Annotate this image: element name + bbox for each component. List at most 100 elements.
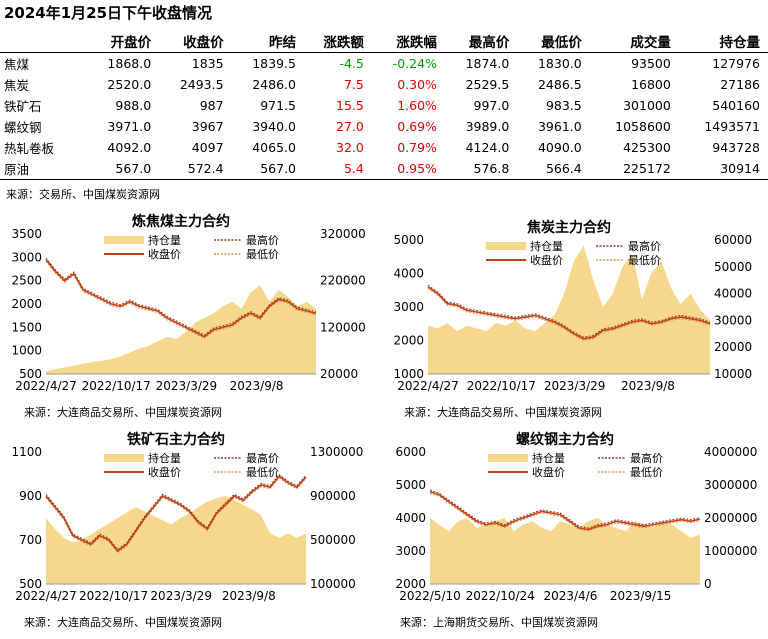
cell-pct: 0.69%: [397, 119, 437, 134]
cell-open: 567.0: [86, 158, 160, 180]
table-row: 焦煤 1868.0 1835 1839.5 -4.5 -0.24% 1874.0 1830.0…: [0, 53, 768, 75]
quote-table: 开盘价 收盘价 昨结 涨跌额 涨跌幅 最高价 最低价 成交量 持仓量 焦煤 186…: [0, 30, 768, 180]
x-tick-label: 2023/3/29: [150, 589, 212, 603]
x-tick-label: 2023/9/15: [610, 589, 672, 603]
x-tick-label: 2023/3/29: [544, 379, 606, 393]
series-high-line: [45, 257, 317, 336]
y-right-tick-label: 2000000: [704, 511, 757, 525]
cell-oi: 27186: [720, 77, 760, 92]
legend-high-label: 最高价: [246, 451, 279, 465]
cell-high: 4124.0: [465, 140, 510, 155]
x-tick-label: 2023/4/6: [543, 589, 597, 603]
series-low-line: [427, 288, 711, 341]
y-right-tick-label: 20000: [320, 367, 358, 381]
series-open-interest-area: [430, 518, 700, 584]
cell-chg: 5.4: [303, 158, 372, 180]
cell-low: 566.4: [517, 158, 590, 180]
cell-prev: 567.0: [231, 158, 304, 180]
y-right-tick-label: 10000: [714, 367, 752, 381]
cell-open: 3971.0: [107, 119, 152, 134]
x-tick-label: 2022/10/17: [467, 379, 536, 393]
y-right-tick-label: 30000: [714, 313, 752, 327]
table-header-row: 开盘价 收盘价 昨结 涨跌额 涨跌幅 最高价 最低价 成交量 持仓量: [0, 30, 768, 53]
y-right-tick-label: 60000: [714, 233, 752, 247]
cell-pct: 0.79%: [397, 140, 437, 155]
series-low-line: [45, 260, 317, 339]
table-source: 来源：交易所、中国煤炭资源网: [6, 188, 160, 201]
cell-prev: 1839.5: [252, 56, 296, 71]
y-left-tick-label: 2000: [393, 334, 424, 348]
cell-prev: 3940.0: [252, 119, 296, 134]
series-high-line: [429, 489, 701, 529]
legend-high-label: 最高价: [630, 451, 663, 465]
chart-source-coking-coal: 来源：大连商品交易所、中国煤炭资源网: [24, 406, 222, 419]
legend-oi-label: 持仓量: [148, 451, 181, 465]
series-low-line: [429, 492, 701, 532]
cell-chg: 7.5: [343, 77, 364, 92]
series-open-interest-area: [46, 496, 306, 584]
header-close: 收盘价: [159, 30, 232, 53]
chart-title: 螺纹钢主力合约: [516, 431, 614, 448]
y-left-tick-label: 5000: [393, 233, 424, 247]
cell-vol: 1058600: [615, 119, 671, 134]
x-tick-label: 2023/9/8: [230, 379, 284, 393]
chart-source-rebar: 来源：上海期货交易所、中国煤炭资源网: [400, 616, 598, 629]
chart-coking-coal: 炼焦煤主力合约 500 1000 1500 2000 2500 3000 3500 20000 1…: [11, 213, 366, 393]
cell-vol: 301000: [623, 98, 671, 113]
cell-close: 987: [199, 98, 224, 113]
y-right-tick-label: 320000: [320, 227, 366, 241]
cell-name: 原油: [0, 158, 87, 180]
x-tick-label: 2023/3/29: [156, 379, 218, 393]
cell-prev: 2486.0: [252, 77, 296, 92]
cell-low: 983.5: [545, 98, 582, 113]
cell-prev: 4065.0: [252, 140, 296, 155]
cell-name: 热轧卷板: [4, 141, 55, 156]
y-left-tick-label: 700: [19, 533, 42, 547]
y-left-tick-label: 3000: [393, 300, 424, 314]
cell-open: 1868.0: [107, 56, 152, 71]
cell-high: 2529.5: [465, 77, 510, 92]
chart-title: 炼焦煤主力合约: [132, 213, 230, 230]
y-left-tick-label: 1500: [11, 320, 42, 334]
y-right-tick-label: 1000000: [704, 544, 757, 558]
table-row: 原油 567.0 572.4 567.0 5.4 0.95% 576.8 566.4 22517…: [0, 158, 768, 180]
y-left-tick-label: 500: [19, 367, 42, 381]
legend-close-label: 收盘价: [148, 247, 181, 261]
legend-oi-label: 持仓量: [530, 239, 563, 253]
cell-low: 1830.0: [537, 56, 582, 71]
y-right-tick-label: 1300000: [310, 445, 363, 459]
legend-low-label: 最低价: [628, 254, 661, 267]
cell-pct: 1.60%: [397, 98, 437, 113]
legend-high-label: 最高价: [628, 239, 661, 253]
table-row: 热轧卷板 4092.0 4097 4065.0 32.0 0.79% 4124.0 4090.…: [0, 137, 768, 158]
header-name: [0, 30, 87, 53]
chart-title: 焦炭主力合约: [526, 219, 611, 236]
legend-oi-swatch: [488, 454, 528, 462]
y-left-tick-label: 4000: [393, 267, 424, 281]
series-close-line: [427, 286, 711, 340]
cell-open: 4092.0: [107, 140, 152, 155]
header-oi: 持仓量: [678, 30, 768, 53]
cell-high: 576.8: [444, 158, 518, 180]
cell-oi: 30914: [678, 158, 768, 180]
cell-close: 1835: [191, 56, 224, 71]
x-tick-label: 2023/9/8: [621, 379, 675, 393]
cell-name: 焦炭: [4, 78, 30, 93]
y-right-tick-label: 500000: [310, 533, 356, 547]
series-open-interest-area: [428, 245, 710, 374]
x-tick-label: 2022/10/17: [79, 589, 148, 603]
cell-open: 2520.0: [107, 77, 152, 92]
y-right-tick-label: 4000000: [704, 445, 757, 459]
cell-close: 3967: [191, 119, 224, 134]
cell-high: 3989.0: [465, 119, 510, 134]
chart-rebar: 螺纹钢主力合约 2000 3000 4000 5000 6000 0 1000000 20000…: [395, 431, 757, 603]
y-right-tick-label: 0: [704, 577, 712, 591]
cell-vol: 93500: [631, 56, 671, 71]
x-tick-label: 2022/10/24: [466, 589, 535, 603]
legend-close-label: 收盘价: [148, 465, 181, 479]
header-high: 最高价: [444, 30, 518, 53]
cell-pct: 0.30%: [397, 77, 437, 92]
y-right-tick-label: 40000: [714, 287, 752, 301]
y-left-tick-label: 2000: [395, 577, 426, 591]
chart-iron-ore: 铁矿石主力合约 500 700 900 1100 100000 500000 900000 13…: [11, 431, 363, 603]
